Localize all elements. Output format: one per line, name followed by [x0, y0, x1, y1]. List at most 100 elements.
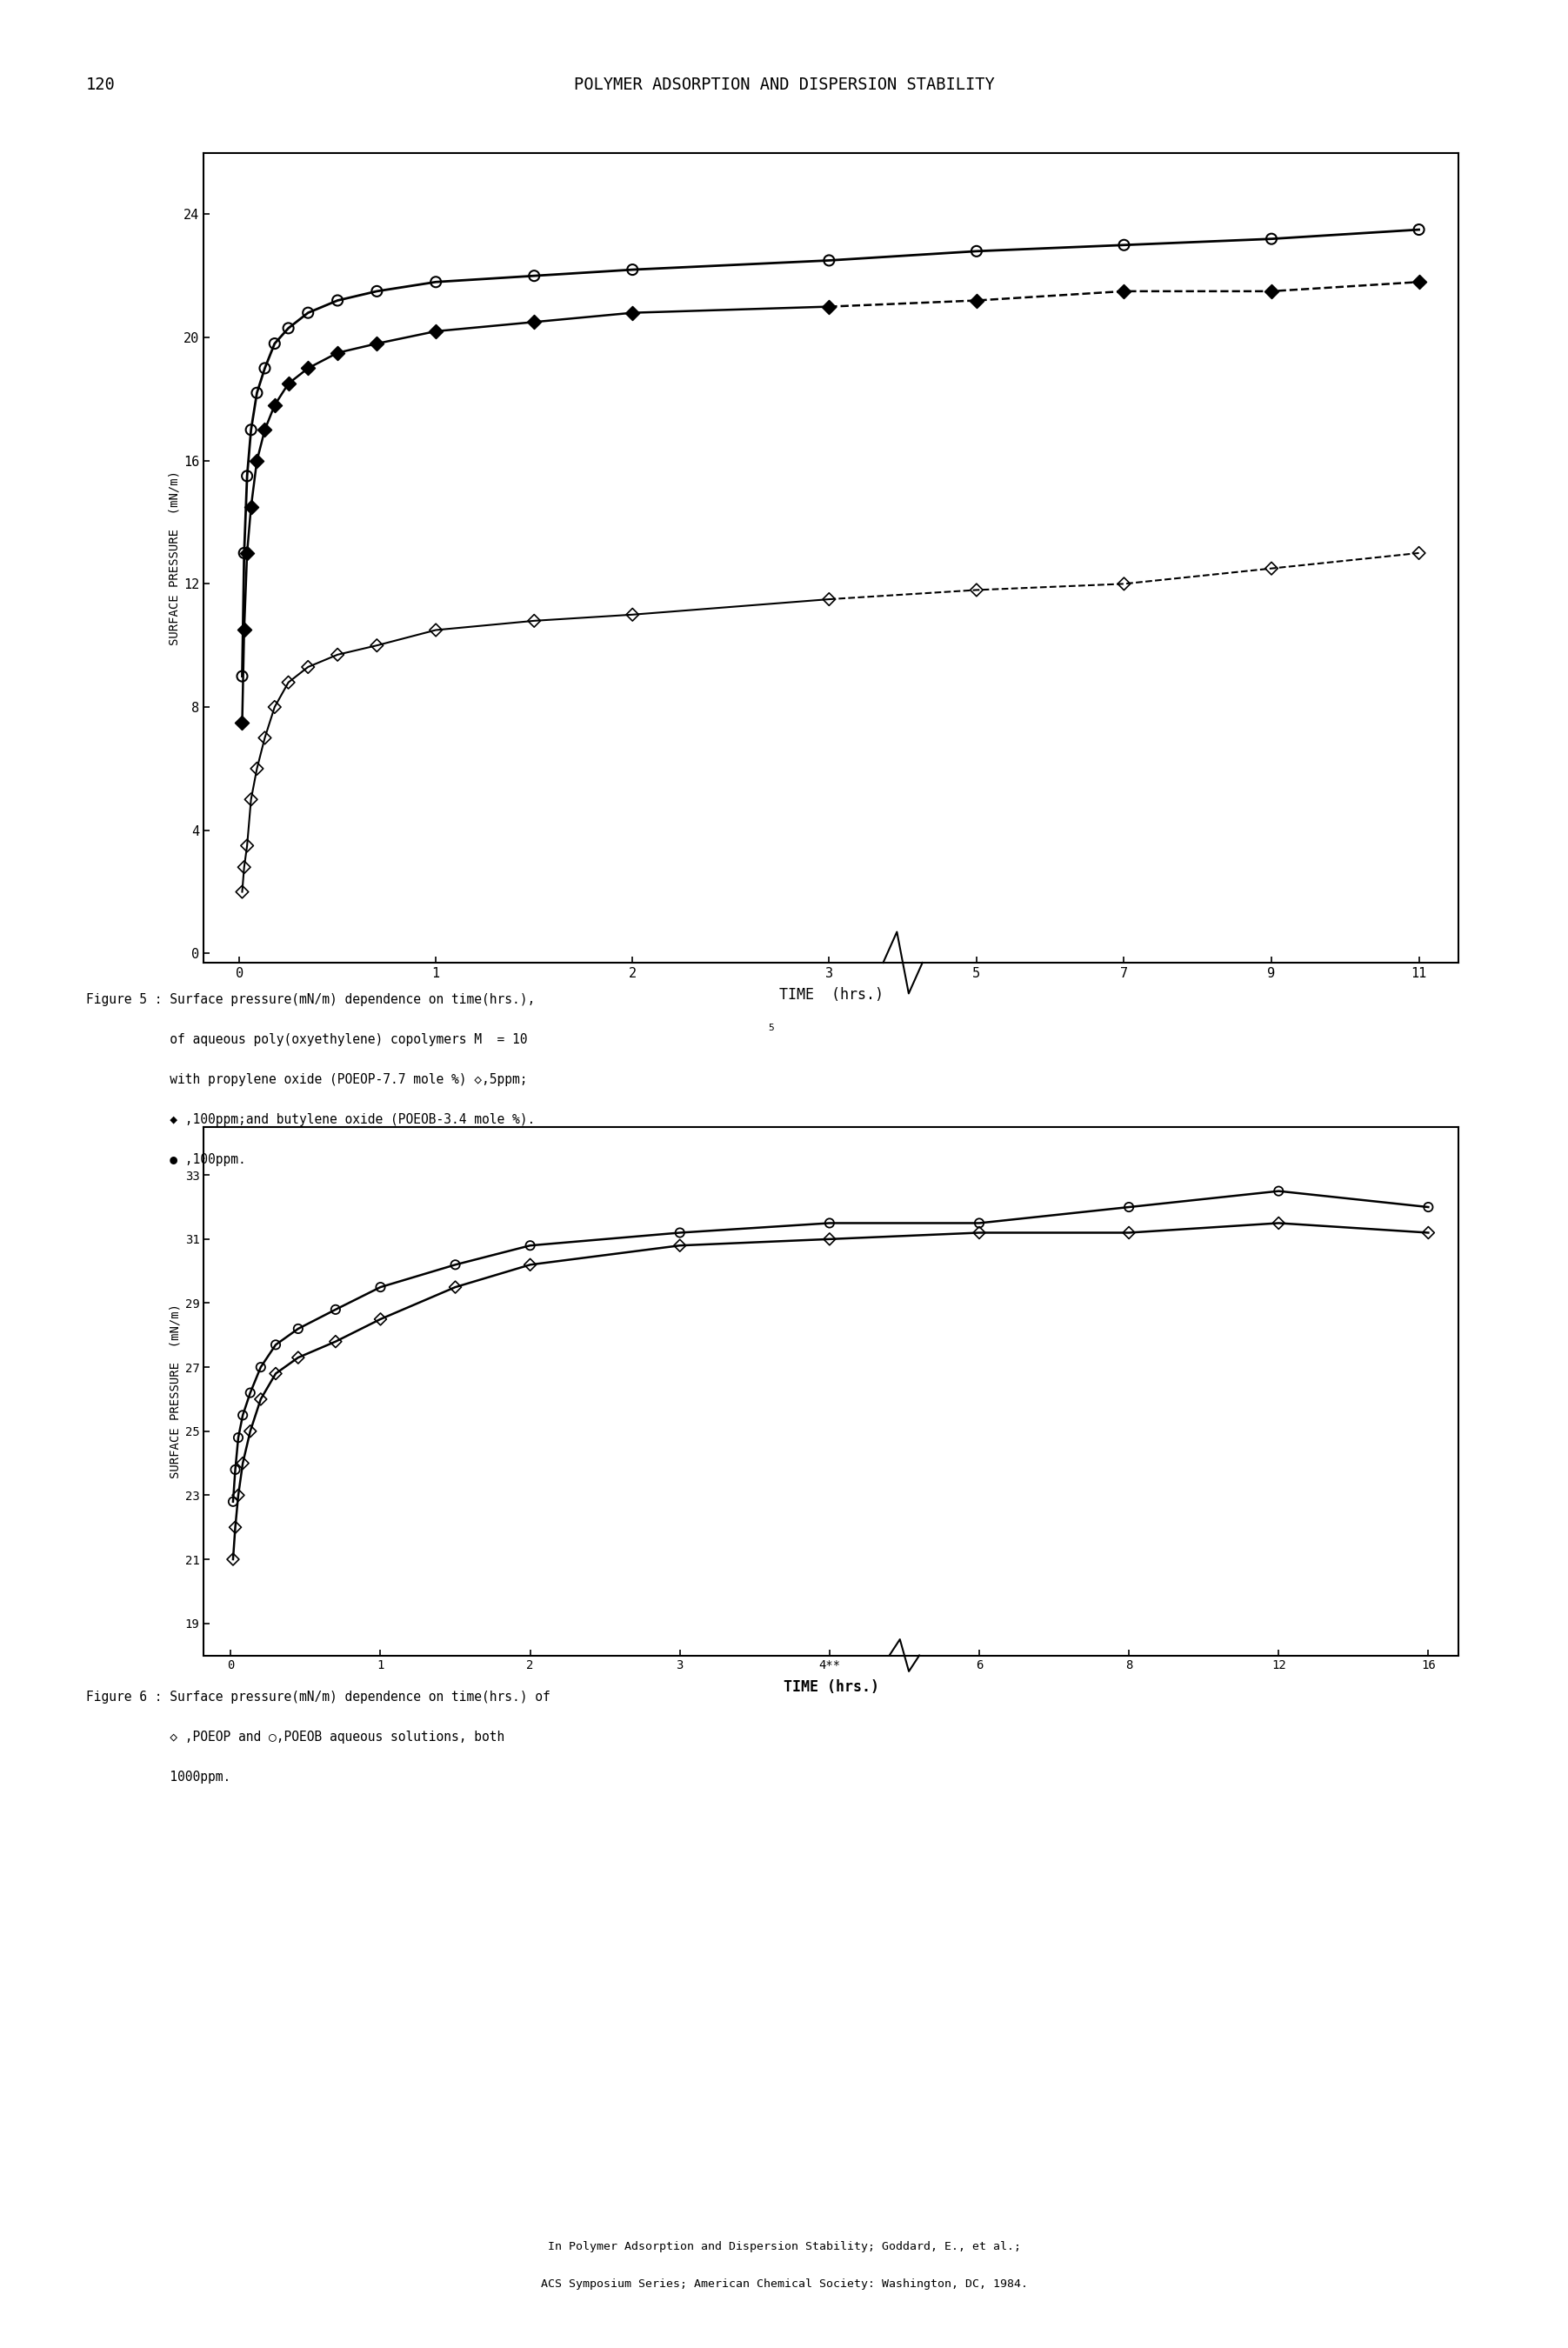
Text: In Polymer Adsorption and Dispersion Stability; Goddard, E., et al.;: In Polymer Adsorption and Dispersion Sta…: [547, 2240, 1021, 2252]
Point: [619, 596, 644, 634]
Point: [423, 610, 448, 648]
Point: [817, 289, 842, 326]
Point: [276, 664, 301, 702]
Point: [1416, 1188, 1441, 1226]
Text: ◇ ,POEOP and ○,POEOB aqueous solutions, both: ◇ ,POEOP and ○,POEOB aqueous solutions, …: [86, 1730, 505, 1745]
Point: [967, 1205, 993, 1242]
Point: [522, 601, 547, 639]
Point: [323, 1322, 348, 1359]
X-axis label: TIME  (hrs.): TIME (hrs.): [779, 986, 883, 1003]
Point: [1259, 549, 1284, 587]
Point: [285, 1338, 310, 1376]
Point: [668, 1214, 693, 1251]
Point: [238, 780, 263, 817]
Text: ● ,100ppm.: ● ,100ppm.: [86, 1153, 246, 1167]
Point: [223, 1507, 248, 1545]
Point: [1112, 225, 1137, 263]
Point: [221, 1540, 246, 1578]
Point: [226, 1477, 251, 1514]
Point: [1259, 221, 1284, 258]
X-axis label: TIME (hrs.): TIME (hrs.): [782, 1679, 880, 1695]
Text: of aqueous poly(oxyethylene) copolymers M  = 10: of aqueous poly(oxyethylene) copolymers …: [86, 1033, 527, 1047]
Point: [238, 411, 263, 448]
Point: [235, 826, 260, 864]
Point: [364, 324, 389, 362]
Point: [442, 1268, 467, 1305]
Point: [442, 1247, 467, 1284]
Point: [276, 364, 301, 402]
Point: [230, 1397, 256, 1435]
Point: [235, 535, 260, 573]
Y-axis label: SURFACE PRESSURE  (mN/m): SURFACE PRESSURE (mN/m): [169, 1303, 182, 1479]
Point: [229, 704, 254, 742]
Point: [668, 1226, 693, 1263]
Point: [1112, 566, 1137, 603]
Point: [285, 1310, 310, 1348]
Point: [522, 303, 547, 340]
Point: [325, 333, 350, 371]
Text: Figure 5 : Surface pressure(mN/m) dependence on time(hrs.),: Figure 5 : Surface pressure(mN/m) depend…: [86, 993, 535, 1007]
Point: [1416, 1214, 1441, 1251]
Point: [1406, 263, 1432, 301]
Text: POLYMER ADSORPTION AND DISPERSION STABILITY: POLYMER ADSORPTION AND DISPERSION STABIL…: [574, 75, 994, 94]
Point: [252, 411, 278, 448]
Point: [964, 232, 989, 270]
Point: [235, 458, 260, 495]
Text: Figure 6 : Surface pressure(mN/m) dependence on time(hrs.) of: Figure 6 : Surface pressure(mN/m) depend…: [86, 1691, 550, 1705]
Point: [522, 256, 547, 294]
Point: [1265, 1172, 1290, 1209]
Point: [238, 1413, 263, 1451]
Point: [245, 441, 270, 479]
Point: [232, 535, 257, 573]
Text: with propylene oxide (POEOP-7.7 mole %) ◇,5ppm;: with propylene oxide (POEOP-7.7 mole %) …: [86, 1073, 527, 1087]
Point: [368, 1268, 394, 1305]
Point: [295, 350, 320, 387]
Point: [232, 610, 257, 648]
Point: [1265, 1205, 1290, 1242]
Point: [230, 1444, 256, 1482]
Point: [248, 1348, 273, 1385]
Point: [1116, 1214, 1142, 1251]
Point: [238, 488, 263, 526]
Point: [1406, 535, 1432, 573]
Point: [252, 350, 278, 387]
Point: [368, 1301, 394, 1338]
Point: [817, 580, 842, 618]
Point: [248, 1381, 273, 1418]
Point: [517, 1247, 543, 1284]
Point: [226, 1418, 251, 1456]
Point: [1116, 1188, 1142, 1226]
Point: [262, 387, 287, 425]
Point: [967, 1214, 993, 1251]
Y-axis label: SURFACE PRESSURE  (mN/m): SURFACE PRESSURE (mN/m): [168, 470, 180, 646]
Point: [817, 1221, 842, 1259]
Point: [262, 688, 287, 726]
Point: [229, 873, 254, 911]
Point: [1112, 272, 1137, 310]
Point: [1259, 272, 1284, 310]
Point: [517, 1226, 543, 1263]
Point: [295, 648, 320, 686]
Point: [245, 749, 270, 787]
Point: [423, 312, 448, 350]
Point: [964, 282, 989, 319]
Point: [325, 636, 350, 674]
Text: 120: 120: [86, 75, 116, 94]
Point: [619, 251, 644, 289]
Point: [238, 1374, 263, 1411]
Point: [323, 1291, 348, 1329]
Point: [245, 373, 270, 411]
Point: [364, 272, 389, 310]
Point: [263, 1355, 289, 1392]
Point: [252, 718, 278, 756]
Point: [619, 294, 644, 331]
Text: 5: 5: [768, 1024, 775, 1033]
Point: [263, 1327, 289, 1364]
Point: [325, 282, 350, 319]
Point: [221, 1484, 246, 1522]
Point: [817, 242, 842, 279]
Text: 1000ppm.: 1000ppm.: [86, 1770, 230, 1784]
Point: [423, 263, 448, 301]
Point: [276, 310, 301, 348]
Point: [262, 324, 287, 362]
